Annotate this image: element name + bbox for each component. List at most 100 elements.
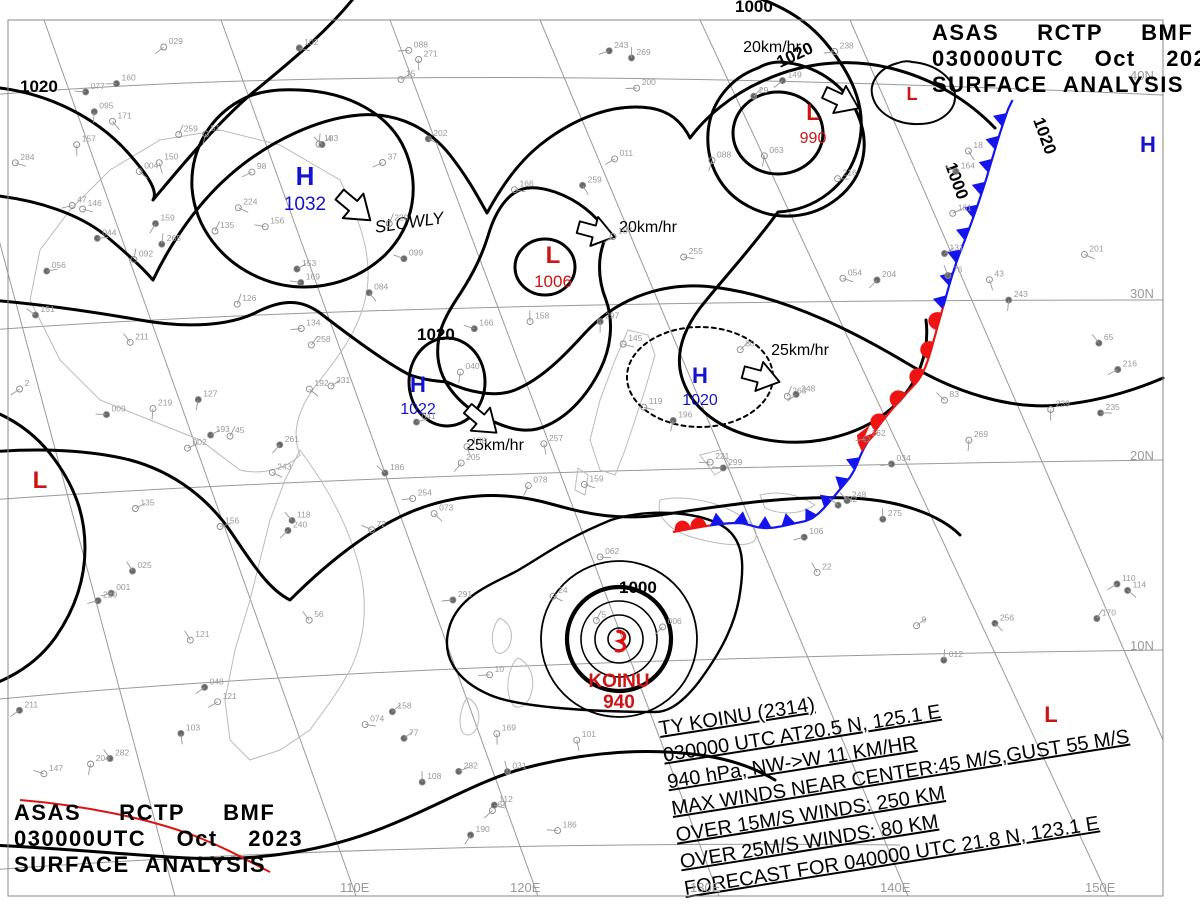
svg-text:169: 169 [306,272,320,282]
svg-text:43: 43 [994,269,1004,279]
svg-text:77: 77 [409,727,419,737]
svg-text:10N: 10N [1130,638,1154,653]
svg-text:147: 147 [49,763,63,773]
svg-text:ASAS RCTP BMF: ASAS RCTP BMF [932,20,1193,45]
svg-text:219: 219 [158,398,172,408]
svg-text:099: 099 [409,248,423,258]
svg-text:166: 166 [479,318,493,328]
svg-text:297: 297 [605,311,619,321]
svg-text:004: 004 [144,160,158,170]
svg-text:72: 72 [377,519,387,529]
svg-text:258: 258 [316,334,330,344]
svg-text:146: 146 [88,198,102,208]
svg-text:063: 063 [769,145,783,155]
svg-text:248: 248 [801,383,815,393]
svg-text:269: 269 [637,47,651,57]
svg-text:030000UTC Oct 2023: 030000UTC Oct 2023 [14,826,303,851]
svg-text:254: 254 [418,488,432,498]
svg-text:291: 291 [458,589,472,599]
svg-text:259: 259 [588,174,602,184]
svg-text:171: 171 [118,110,132,120]
svg-text:135: 135 [220,220,234,230]
svg-text:186: 186 [563,820,577,830]
svg-text:140E: 140E [880,880,911,895]
svg-text:47: 47 [77,195,87,205]
svg-text:002: 002 [193,437,207,447]
svg-text:044: 044 [102,227,116,237]
svg-text:040: 040 [465,361,479,371]
svg-text:1006: 1006 [534,272,572,291]
svg-text:162: 162 [871,428,885,438]
svg-text:51: 51 [211,123,221,133]
svg-text:H: H [1140,132,1156,157]
svg-text:200: 200 [642,77,656,87]
svg-text:102: 102 [304,37,318,47]
svg-text:29: 29 [759,85,769,95]
svg-text:L: L [33,467,48,494]
svg-text:025: 025 [138,560,152,570]
svg-text:074: 074 [370,714,384,724]
svg-text:257: 257 [549,433,563,443]
svg-text:073: 073 [439,503,453,513]
svg-text:121: 121 [223,691,237,701]
svg-text:101: 101 [582,729,596,739]
svg-text:238: 238 [840,41,854,51]
svg-text:138: 138 [472,436,486,446]
svg-text:20N: 20N [1130,448,1154,463]
svg-text:134: 134 [306,318,320,328]
svg-text:120E: 120E [510,880,541,895]
svg-text:204: 204 [882,269,896,279]
svg-text:205: 205 [466,452,480,462]
svg-text:156: 156 [225,516,239,526]
svg-text:041: 041 [422,411,436,421]
svg-text:095: 095 [99,101,113,111]
svg-text:239: 239 [1056,399,1070,409]
svg-text:150E: 150E [1085,880,1116,895]
svg-text:H: H [296,161,315,191]
svg-text:156: 156 [270,216,284,226]
svg-text:10: 10 [495,664,505,674]
svg-text:240: 240 [293,520,307,530]
svg-text:265: 265 [167,233,181,243]
svg-text:275: 275 [888,508,902,518]
svg-text:161: 161 [958,202,972,212]
svg-text:192: 192 [314,378,328,388]
svg-text:159: 159 [589,473,603,483]
svg-text:243: 243 [1014,289,1028,299]
svg-text:159: 159 [161,213,175,223]
svg-text:259: 259 [184,124,198,134]
svg-text:261: 261 [285,434,299,444]
svg-text:65: 65 [1104,332,1114,342]
svg-text:L: L [1044,702,1057,727]
svg-text:048: 048 [210,676,224,686]
svg-text:088: 088 [717,150,731,160]
svg-text:990: 990 [800,130,827,147]
svg-text:166: 166 [520,179,534,189]
svg-text:ASAS RCTP BMF: ASAS RCTP BMF [14,800,275,825]
svg-text:18: 18 [973,140,983,150]
svg-text:190: 190 [476,824,490,834]
svg-text:SURFACE ANALYSIS: SURFACE ANALYSIS [14,852,266,877]
svg-text:201: 201 [1089,243,1103,253]
svg-text:248: 248 [852,490,866,500]
svg-text:031: 031 [512,761,526,771]
svg-text:153: 153 [302,258,316,268]
svg-text:243: 243 [277,461,291,471]
svg-text:299: 299 [728,457,742,467]
svg-text:157: 157 [82,134,96,144]
svg-text:282: 282 [464,760,478,770]
svg-text:5: 5 [601,609,606,619]
svg-text:211: 211 [135,331,149,341]
svg-text:183: 183 [324,133,338,143]
svg-text:030000UTC Oct 2023: 030000UTC Oct 2023 [932,46,1200,71]
svg-text:SURFACE ANALYSIS: SURFACE ANALYSIS [932,72,1184,97]
svg-text:1020: 1020 [417,325,455,344]
svg-text:078: 078 [533,475,547,485]
svg-text:112: 112 [499,794,513,804]
svg-text:110E: 110E [340,880,370,895]
svg-text:145: 145 [628,333,642,343]
svg-text:216: 216 [1123,359,1137,369]
svg-text:L: L [907,84,918,104]
svg-text:L: L [546,242,561,269]
svg-text:126: 126 [242,293,256,303]
